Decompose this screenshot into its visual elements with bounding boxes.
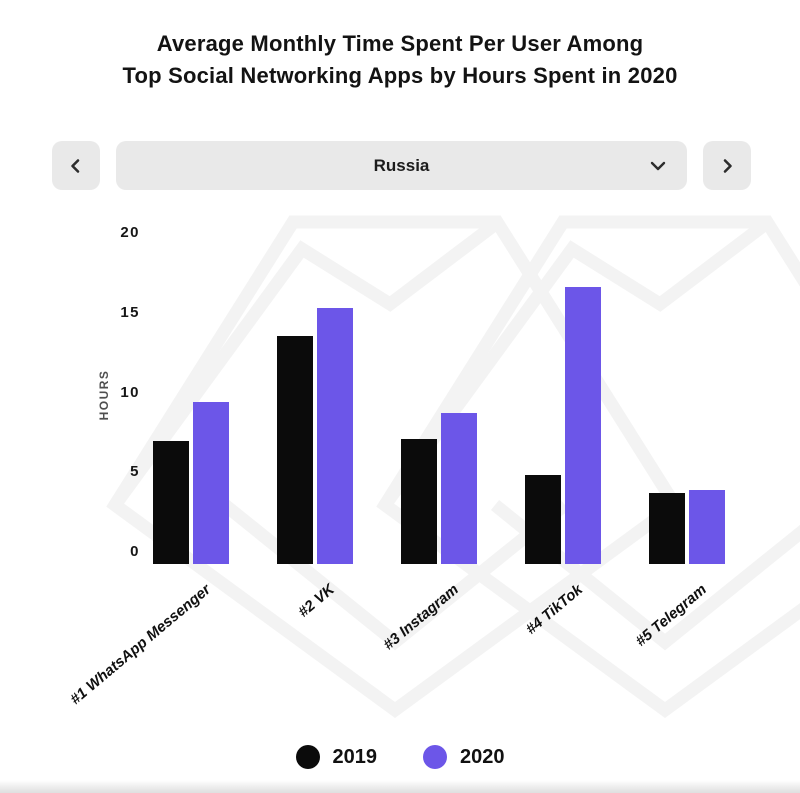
prev-country-button[interactable] [52, 141, 100, 190]
y-axis-tick-label: 10 [120, 383, 140, 401]
bar-2020-5 [689, 490, 725, 564]
bar-2019-2 [277, 336, 313, 564]
chart-legend: 2019 2020 [0, 745, 800, 769]
bar-2020-3 [441, 413, 477, 564]
bar-2019-4 [525, 475, 561, 564]
legend-label: 2019 [332, 745, 378, 768]
bar-2019-5 [649, 493, 685, 564]
legend-dot-icon [295, 745, 320, 769]
next-country-button[interactable] [703, 141, 751, 190]
x-axis-category-label: #3 Instagram [380, 581, 462, 654]
legend-label: 2020 [460, 745, 505, 768]
bar-2019-3 [401, 439, 437, 564]
page-title: Average Monthly Time Spent Per User Amon… [0, 28, 800, 92]
page-title-line1: Average Monthly Time Spent Per User Amon… [156, 31, 644, 56]
y-axis-tick-label: 15 [120, 303, 140, 321]
bar-2019-1 [153, 441, 189, 564]
country-dropdown-value: Russia [373, 156, 430, 175]
y-axis-tick-label: 20 [120, 224, 140, 241]
x-axis-category-label: #2 VK [295, 581, 338, 621]
y-axis-tick-label: 0 [130, 543, 140, 560]
bar-2020-2 [317, 308, 353, 564]
bar-2020-4 [565, 287, 601, 564]
chevron-left-icon [66, 156, 86, 176]
chevron-down-icon [647, 155, 669, 182]
y-axis-tick-label: 5 [130, 463, 140, 481]
bottom-fade [0, 780, 800, 793]
page-title-line2: Top Social Networking Apps by Hours Spen… [122, 63, 678, 88]
chevron-right-icon [717, 156, 737, 176]
bar-2020-1 [193, 402, 229, 564]
x-axis-category-label: #1 WhatsApp Messenger [66, 581, 214, 709]
legend-item-2019: 2019 [295, 745, 378, 769]
x-axis-category-label: #4 TikTok [522, 581, 586, 638]
legend-item-2020: 2020 [423, 745, 505, 769]
legend-dot-icon [423, 745, 447, 769]
country-dropdown[interactable]: Russia [116, 141, 687, 190]
x-axis-category-label: #5 Telegram [632, 581, 710, 650]
